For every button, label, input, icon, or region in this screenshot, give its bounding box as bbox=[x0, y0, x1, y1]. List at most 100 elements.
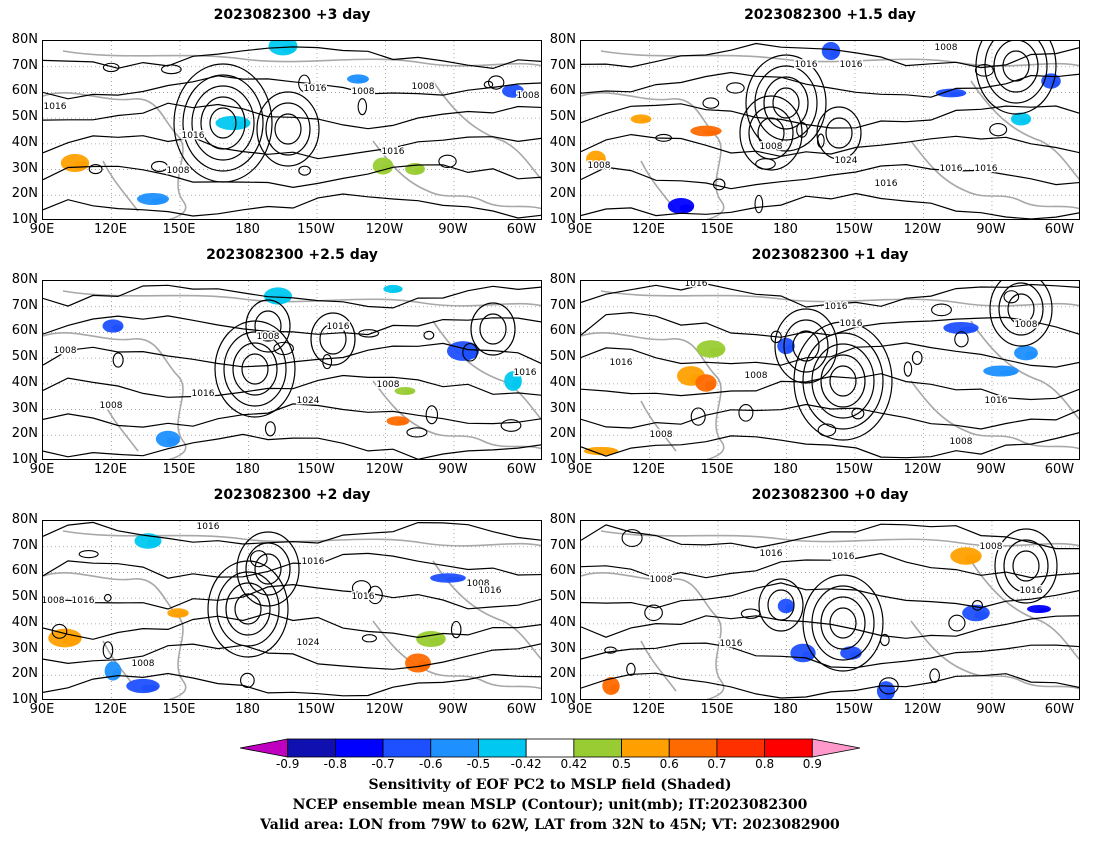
map-panel-6: 1016 1016 1008 1008 1016 1016 bbox=[580, 520, 1080, 700]
isobar-contour bbox=[772, 87, 800, 119]
contour-label: 1016 bbox=[1020, 586, 1043, 596]
isobar-contour bbox=[581, 342, 1079, 368]
isobar-contour bbox=[43, 552, 541, 579]
latitude-tick-label: 50N bbox=[11, 589, 38, 605]
isobar-contour bbox=[43, 342, 541, 368]
coastline bbox=[372, 620, 541, 690]
isobar-contour bbox=[273, 341, 294, 356]
isobar-contour bbox=[993, 41, 1039, 93]
coastline bbox=[970, 320, 1079, 420]
isobar-contour bbox=[483, 80, 494, 89]
coastline bbox=[62, 50, 541, 67]
isobar-contour bbox=[245, 542, 291, 596]
isobar-contour bbox=[470, 302, 516, 356]
longitude-tick-label: 120W bbox=[365, 222, 404, 237]
sensitivity-shade bbox=[446, 577, 465, 582]
isobar-contour bbox=[758, 578, 804, 632]
coastline bbox=[43, 332, 187, 459]
longitude-tick-label: 120E bbox=[93, 222, 127, 237]
sensitivity-shade bbox=[461, 349, 478, 359]
isobar-contour bbox=[770, 330, 782, 344]
longitude-tick-label: 150W bbox=[835, 702, 873, 717]
isobar-contour bbox=[817, 423, 837, 437]
isobar-contour bbox=[825, 117, 853, 149]
latitude-tick-label: 10N bbox=[11, 452, 38, 467]
colorbar-tick-label: 0.6 bbox=[659, 757, 679, 771]
isobar-contour bbox=[796, 121, 808, 138]
isobar-contour bbox=[581, 311, 1079, 338]
sensitivity-shade bbox=[610, 684, 619, 694]
sensitivity-shade bbox=[276, 294, 291, 303]
contour-label: 1024 bbox=[835, 156, 858, 166]
coastline bbox=[432, 560, 541, 660]
longitude-tick-label: 180 bbox=[235, 222, 260, 237]
sensitivity-shade bbox=[429, 637, 445, 646]
sensitivity-shade bbox=[146, 539, 161, 548]
longitude-tick-label: 60W bbox=[506, 462, 537, 477]
latitude-tick-label: 80N bbox=[11, 272, 38, 287]
latitude-tick-label: 30N bbox=[11, 640, 38, 656]
isobar-contour bbox=[767, 589, 795, 621]
latitude-tick-label: 70N bbox=[11, 537, 38, 553]
isobar-contour bbox=[43, 672, 541, 697]
latitude-tick-label: 70N bbox=[549, 57, 576, 73]
sensitivity-shade bbox=[511, 89, 523, 97]
isobar-contour bbox=[298, 74, 311, 93]
latitude-tick-label: 80N bbox=[549, 512, 576, 527]
isobar-contour bbox=[931, 303, 952, 317]
isobar-contour bbox=[264, 421, 276, 437]
longitude-tick-label: 60W bbox=[506, 222, 537, 237]
isobar-contour bbox=[811, 343, 875, 419]
isobar-contour bbox=[626, 662, 636, 676]
isobar-contour bbox=[43, 193, 541, 219]
isobar-contour bbox=[604, 646, 617, 654]
isobar-contour bbox=[43, 284, 541, 309]
isobar-contour bbox=[43, 374, 541, 398]
colorbar-tick-label: 0.42 bbox=[560, 757, 588, 771]
latitude-tick-label: 20N bbox=[11, 186, 38, 202]
isobar-contour bbox=[479, 313, 507, 345]
sensitivity-shade bbox=[1050, 79, 1060, 88]
contour-label: 1016 bbox=[327, 322, 350, 332]
longitude-tick-label: 150E bbox=[700, 702, 734, 717]
colorbar bbox=[240, 738, 861, 758]
isobar-contour bbox=[726, 82, 745, 94]
contour-label: 1016 bbox=[192, 389, 215, 399]
sensitivity-shade bbox=[830, 49, 840, 59]
isobar-contour bbox=[802, 332, 884, 430]
longitude-tick-label: 120W bbox=[903, 702, 942, 717]
latitude-tick-label: 30N bbox=[11, 400, 38, 416]
sensitivity-shade bbox=[709, 347, 725, 357]
contour-label: 1016 bbox=[832, 552, 855, 562]
contour-label: 1008 bbox=[257, 332, 280, 342]
colorbar-segment bbox=[430, 738, 479, 758]
longitude-tick-label: 90E bbox=[29, 462, 55, 477]
sensitivity-shade bbox=[231, 121, 249, 129]
coastline bbox=[600, 290, 1079, 307]
isobar-contour bbox=[581, 432, 1079, 459]
contour-label: 1008 bbox=[935, 43, 958, 53]
coastline bbox=[970, 560, 1079, 660]
isobar-contour bbox=[655, 133, 672, 142]
contour-label: 1016 bbox=[795, 60, 818, 70]
latitude-tick-label: 30N bbox=[549, 400, 576, 416]
isobar-contour bbox=[757, 117, 785, 149]
latitude-tick-label: 70N bbox=[11, 297, 38, 313]
longitude-tick-label: 150E bbox=[162, 702, 196, 717]
contour-label: 1008 bbox=[377, 380, 400, 390]
longitude-tick-label: 120E bbox=[93, 702, 127, 717]
contour-label: 1016 bbox=[760, 549, 783, 559]
coastline bbox=[43, 92, 187, 219]
sensitivity-shade bbox=[1037, 608, 1050, 613]
longitude-tick-label: 90W bbox=[976, 702, 1006, 717]
sensitivity-shade bbox=[112, 669, 121, 679]
contour-label: 1016 bbox=[840, 319, 863, 329]
sensitivity-shade bbox=[785, 344, 794, 353]
latitude-tick-label: 30N bbox=[549, 640, 576, 656]
longitude-tick-label: 90W bbox=[438, 702, 468, 717]
latitude-tick-label: 40N bbox=[549, 374, 576, 390]
isobar-contour bbox=[581, 103, 1079, 129]
longitude-tick-label: 180 bbox=[773, 222, 798, 237]
contour-label: 1016 bbox=[352, 592, 375, 602]
isobar-contour bbox=[998, 282, 1044, 336]
